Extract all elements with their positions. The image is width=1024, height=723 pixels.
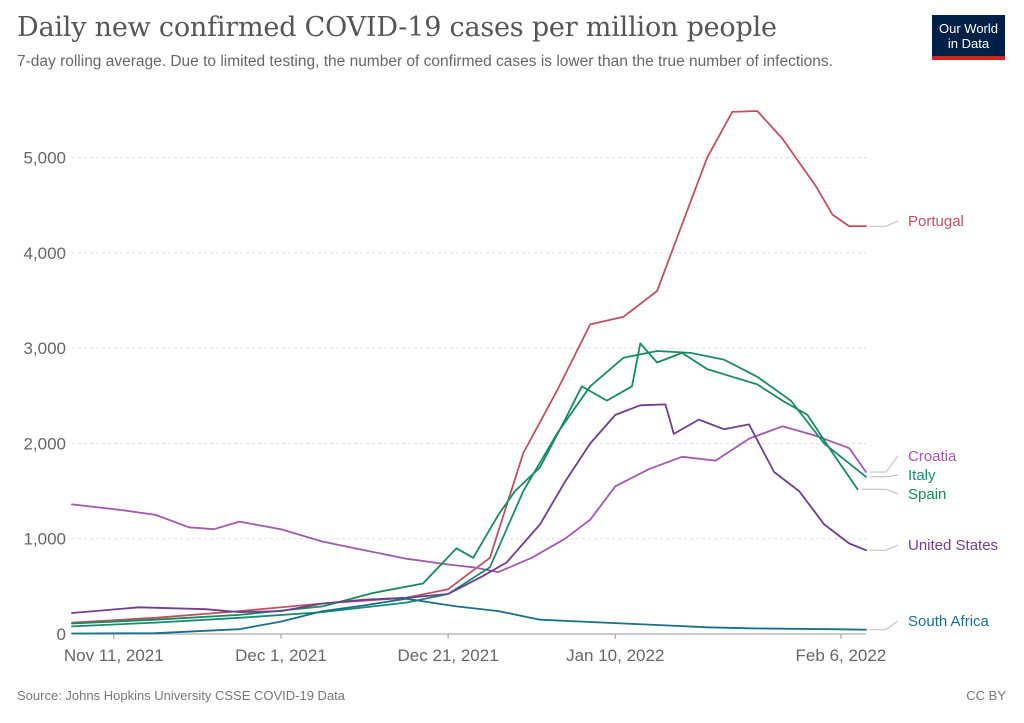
x-tick-label: Feb 6, 2022: [796, 646, 887, 665]
logo-line-1: Our World: [939, 21, 998, 36]
series-line-croatia[interactable]: [71, 425, 867, 573]
owid-logo[interactable]: Our World in Data: [932, 15, 1005, 60]
series-label-south-africa[interactable]: South Africa: [908, 613, 990, 630]
series-line-united-states[interactable]: [71, 403, 867, 614]
chart-subtitle: 7-day rolling average. Due to limited te…: [17, 53, 833, 70]
y-tick-label: 1,000: [23, 530, 66, 549]
label-connector: [870, 220, 899, 227]
grid-lines: [72, 157, 866, 540]
series-label-spain[interactable]: Spain: [908, 486, 946, 503]
y-tick-label: 3,000: [23, 339, 66, 358]
logo-line-2: in Data: [947, 36, 990, 51]
y-tick-label: 2,000: [23, 434, 66, 453]
series-labels: Portugal Croatia Italy Spain United States So…: [861, 213, 998, 631]
series-label-united-states[interactable]: United States: [908, 537, 998, 554]
series-line-south-africa[interactable]: [71, 597, 867, 635]
y-tick-label: 4,000: [23, 244, 66, 263]
axes: 0 1,000 2,000 3,000 4,000 5,000 Nov 11, 2021 De…: [23, 149, 886, 665]
series-line-portugal[interactable]: [71, 110, 867, 624]
series-label-portugal[interactable]: Portugal: [908, 213, 964, 230]
label-connector: [870, 620, 899, 631]
label-connector: [861, 488, 899, 495]
series-line-spain[interactable]: [71, 342, 859, 625]
series-label-italy[interactable]: Italy: [908, 467, 936, 484]
label-connector: [870, 455, 899, 473]
y-tick-label: 0: [57, 625, 66, 644]
y-tick-label: 5,000: [23, 149, 66, 168]
series-lines: [71, 110, 867, 635]
x-tick-label: Dec 1, 2021: [235, 646, 327, 665]
series-line-italy[interactable]: [71, 350, 867, 628]
x-tick-label: Dec 21, 2021: [398, 646, 499, 665]
label-connector: [870, 544, 899, 551]
label-connector: [870, 474, 899, 478]
chart-title: Daily new confirmed COVID-19 cases per m…: [17, 12, 777, 43]
license-link[interactable]: CC BY: [966, 688, 1006, 703]
x-tick-label: Nov 11, 2021: [64, 646, 164, 665]
series-label-croatia[interactable]: Croatia: [908, 448, 957, 465]
x-tick-label: Jan 10, 2022: [566, 646, 664, 665]
source-note[interactable]: Source: Johns Hopkins University CSSE CO…: [17, 688, 346, 703]
